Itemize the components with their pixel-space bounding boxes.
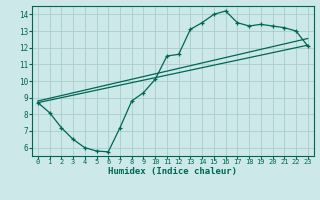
X-axis label: Humidex (Indice chaleur): Humidex (Indice chaleur)	[108, 167, 237, 176]
